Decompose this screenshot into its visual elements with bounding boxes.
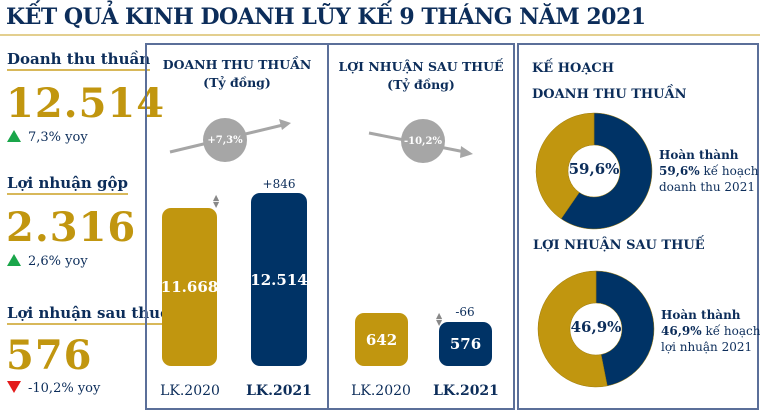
- plan-heading: KẾ HOẠCH: [532, 61, 615, 76]
- kpi-value-net-profit: 576: [6, 332, 93, 379]
- growth-badge: +7,3%: [203, 118, 247, 162]
- revenue-plan-donut: [535, 112, 653, 230]
- x-tick-label: LK.2020: [351, 383, 411, 399]
- change-indicator-icon: ▲ ▼: [436, 311, 443, 327]
- net-profit-chart-title: LỢI NHUẬN SAU THUẾ (Tỷ đồng): [327, 58, 515, 94]
- kpi-label-gross-profit: Lợi nhuận gộp: [7, 174, 129, 195]
- note-line: Hoàn thành: [659, 148, 739, 162]
- note-line: doanh thu 2021: [659, 180, 755, 194]
- bar-lk2020: 642: [355, 313, 408, 366]
- bar-lk2021: 12.514: [250, 193, 308, 366]
- donut-slice-remaining: [537, 270, 608, 388]
- up-arrow-icon: [7, 130, 21, 142]
- plan-revenue-heading: KẾ HOẠCH DOANH THU THUẦN: [532, 56, 686, 108]
- change-indicator-icon: ▲ ▼: [213, 193, 220, 209]
- kpi-yoy-gross-profit: 2,6% yoy: [7, 254, 88, 269]
- note-pct: 46,9%: [661, 324, 702, 338]
- note-text: kế hoạch: [701, 324, 760, 338]
- kpi-value-gross-profit: 2.316: [6, 204, 137, 251]
- chart-title: LỢI NHUẬN SAU THUẾ: [338, 59, 504, 74]
- plan-profit-heading: LỢI NHUẬN SAU THUẾ: [533, 238, 705, 253]
- kpi-value-revenue: 12.514: [6, 80, 166, 127]
- yoy-text: -10,2% yoy: [28, 381, 101, 396]
- chart-title: DOANH THU THUẦN: [162, 57, 312, 72]
- note-line: Hoàn thành: [661, 308, 741, 322]
- kpi-label-revenue: Doanh thu thuần: [7, 50, 151, 71]
- change-label: -66: [455, 305, 475, 319]
- chart-title: DOANH THU THUẦN: [532, 87, 687, 102]
- note-pct: 59,6%: [659, 164, 700, 178]
- donut-slice-completed: [560, 112, 653, 230]
- chart-unit: (Tỷ đồng): [203, 75, 271, 90]
- x-tick-label: LK.2021: [433, 383, 499, 399]
- kpi-label-net-profit: Lợi nhuận sau thuế: [7, 304, 170, 325]
- title-divider: [0, 34, 760, 36]
- growth-badge: -10,2%: [401, 119, 445, 163]
- kpi-yoy-revenue: 7,3% yoy: [7, 130, 88, 145]
- down-arrow-icon: [7, 381, 21, 393]
- chart-unit: (Tỷ đồng): [387, 77, 455, 92]
- revenue-plan-note: Hoàn thành 59,6% kế hoạch doanh thu 2021: [659, 147, 758, 195]
- change-label: +846: [262, 177, 296, 191]
- donut-center-label: 46,9%: [570, 318, 622, 336]
- note-text: kế hoạch: [699, 164, 759, 178]
- x-tick-label: LK.2021: [246, 383, 312, 399]
- donut-center-label: 59,6%: [568, 160, 620, 178]
- bar-lk2020: 11.668: [161, 208, 218, 366]
- profit-plan-donut: [537, 270, 655, 388]
- donut-slice-remaining: [535, 112, 595, 220]
- plan-panel: [517, 43, 759, 410]
- bar-lk2021: 576: [439, 322, 492, 366]
- up-arrow-icon: [7, 254, 21, 266]
- x-tick-label: LK.2020: [160, 383, 220, 399]
- net-profit-chart-panel: [327, 43, 515, 410]
- revenue-chart-title: DOANH THU THUẦN (Tỷ đồng): [145, 56, 329, 92]
- yoy-text: 2,6% yoy: [28, 254, 88, 269]
- note-line: lợi nhuận 2021: [661, 340, 753, 354]
- donut-slice-completed: [595, 270, 655, 387]
- yoy-text: 7,3% yoy: [28, 130, 88, 145]
- kpi-yoy-net-profit: -10,2% yoy: [7, 381, 100, 396]
- profit-plan-note: Hoàn thành 46,9% kế hoạch lợi nhuận 2021: [661, 307, 760, 355]
- page-title: KẾT QUẢ KINH DOANH LŨY KẾ 9 THÁNG NĂM 20…: [6, 4, 646, 30]
